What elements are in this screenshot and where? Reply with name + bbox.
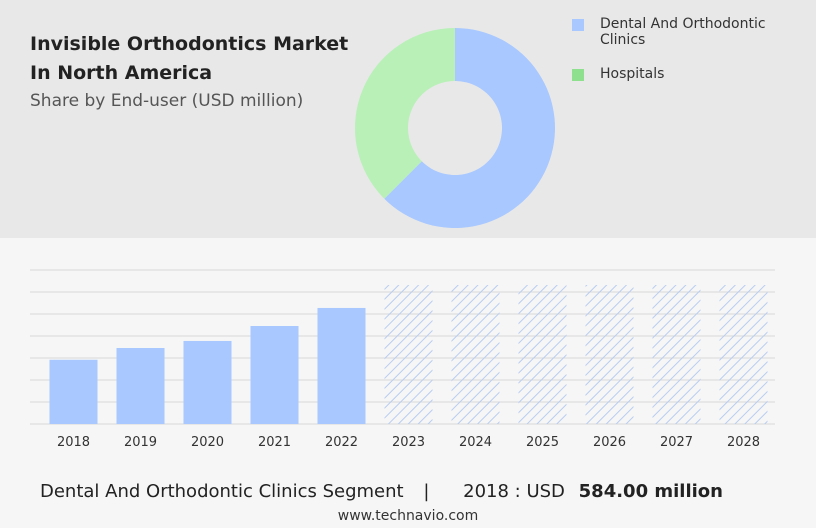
x-tick-label: 2028	[727, 435, 760, 450]
x-tick-label: 2018	[57, 435, 90, 450]
segment-label: Dental And Orthodontic Clinics Segment	[40, 481, 404, 502]
forecast-placeholder	[652, 285, 701, 424]
forecast-placeholder	[451, 285, 500, 424]
x-tick-label: 2024	[459, 435, 492, 450]
separator: |	[423, 481, 430, 502]
x-tick-label: 2026	[593, 435, 626, 450]
year-label: 2018 : USD	[463, 481, 565, 502]
x-tick-label: 2025	[526, 435, 559, 450]
donut-slice	[354, 28, 455, 199]
donut-slice	[384, 28, 555, 228]
value-label: 584.00 million	[578, 481, 723, 502]
legend-item: Dental And Orthodontic Clinics	[572, 16, 790, 48]
forecast-placeholder	[384, 285, 433, 424]
bar	[183, 340, 232, 424]
bar	[49, 359, 98, 424]
forecast-placeholder	[518, 285, 567, 424]
legend-label: Hospitals	[600, 66, 665, 82]
source: www.technavio.com	[337, 508, 479, 524]
x-tick-label: 2027	[660, 435, 693, 450]
x-tick-label: 2021	[258, 435, 291, 450]
bar	[250, 325, 299, 424]
bar-chart: 2018 2019 2020 2021 2022 2023 2024 2025 2026 2027…	[30, 269, 775, 450]
legend-swatch	[572, 69, 584, 81]
chart-title: Invisible Orthodontics Market In North A…	[30, 33, 349, 84]
legend-label: Dental And Orthodontic Clinics	[600, 16, 766, 48]
x-tick-label: 2023	[392, 435, 425, 450]
bar	[317, 307, 366, 424]
legend-swatch	[572, 19, 584, 31]
x-tick-label: 2019	[124, 435, 157, 450]
x-tick-label: 2022	[325, 435, 358, 450]
x-tick-label: 2020	[191, 435, 224, 450]
footer: Dental And Orthodontic Clinics Segment |…	[40, 481, 723, 502]
chart-subtitle: Share by End-user (USD million)	[30, 91, 304, 111]
bar	[116, 347, 165, 424]
legend-item: Hospitals	[572, 66, 790, 82]
forecast-placeholder	[585, 285, 634, 424]
forecast-placeholder	[719, 285, 768, 424]
donut-chart	[354, 28, 555, 228]
